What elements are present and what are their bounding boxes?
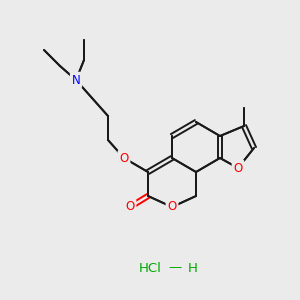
Text: N: N bbox=[72, 74, 80, 86]
Text: O: O bbox=[233, 161, 243, 175]
Text: —: — bbox=[168, 262, 182, 275]
Text: O: O bbox=[125, 200, 135, 214]
Text: O: O bbox=[167, 200, 177, 214]
Text: H: H bbox=[188, 262, 198, 275]
Text: HCl: HCl bbox=[139, 262, 161, 275]
Text: O: O bbox=[119, 152, 129, 164]
